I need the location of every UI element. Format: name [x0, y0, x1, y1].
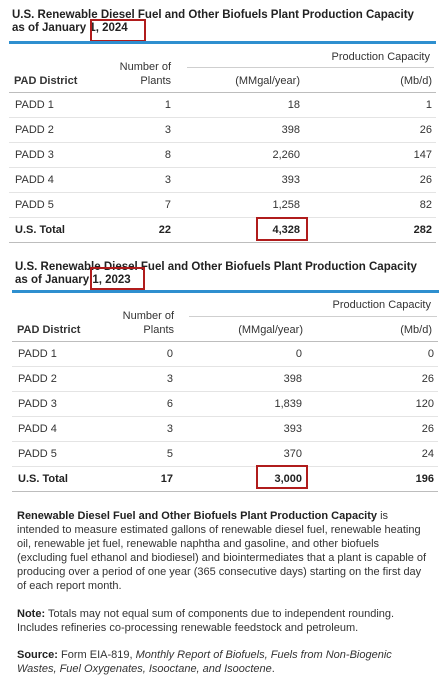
mmgal-cell: 393: [283, 423, 302, 435]
total-plants: 22: [158, 224, 171, 236]
mbd-header: (Mb/d): [400, 75, 432, 87]
plants-cell: 5: [166, 448, 173, 460]
table-title-line1: U.S. Renewable Diesel Fuel and Other Bio…: [15, 261, 417, 273]
mmgal-cell: 18: [287, 99, 300, 111]
mmgal-cell: 398: [283, 373, 302, 385]
mbd-header: (Mb/d): [400, 324, 432, 336]
plants-cell: 3: [166, 373, 173, 385]
plants-cell: 8: [164, 149, 171, 161]
plants-cell: 3: [164, 124, 171, 136]
total-mmgal: 4,328: [272, 224, 300, 236]
total-mmgal: 3,000: [274, 473, 302, 485]
plants-cell: 7: [164, 199, 171, 211]
district-cell: PADD 5: [18, 448, 57, 460]
mmgal-header: (MMgal/year): [238, 324, 303, 336]
mbd-cell: 0: [427, 348, 434, 360]
plants-cell: 0: [166, 348, 173, 360]
total-mbd: 196: [415, 473, 434, 485]
group-header-rule: [189, 316, 437, 317]
table-title-line2: as of January 1, 2023: [15, 274, 131, 286]
year-highlight-box: [90, 19, 146, 42]
district-cell: PADD 3: [18, 398, 57, 410]
mbd-cell: 1: [425, 99, 432, 111]
total-highlight-box: [256, 465, 308, 489]
table-row: PADD 3 6 1,839 120: [12, 392, 438, 417]
total-row: U.S. Total 22 4,328 282: [9, 218, 436, 243]
plants-cell: 3: [164, 174, 171, 186]
total-label: U.S. Total: [18, 473, 68, 485]
table-row: PADD 5 5 370 24: [12, 442, 438, 467]
district-cell: PADD 4: [18, 423, 57, 435]
district-cell: PADD 4: [15, 174, 54, 186]
definition-text: is intended to measure estimated gallons…: [17, 510, 427, 592]
table-title-line2: as of January 1, 2024: [12, 22, 128, 34]
total-plants: 17: [160, 473, 173, 485]
table-row: PADD 1 1 18 1: [9, 93, 436, 118]
rounding-note: Note: Totals may not equal sum of compon…: [17, 607, 429, 635]
table-row: PADD 4 3 393 26: [12, 417, 438, 442]
plants-header-line1: Number of: [119, 61, 171, 73]
district-header: PAD District: [17, 324, 81, 336]
plants-header-line1: Number of: [122, 310, 174, 322]
district-cell: PADD 2: [15, 124, 54, 136]
table-row: PADD 3 8 2,260 147: [9, 143, 436, 168]
table-row: PADD 1 0 0 0: [12, 342, 438, 367]
definition-note: Renewable Diesel Fuel and Other Biofuels…: [17, 509, 429, 593]
district-cell: PADD 1: [18, 348, 57, 360]
source-end: .: [271, 663, 275, 675]
production-capacity-header: Production Capacity: [331, 51, 430, 63]
table-row: PADD 5 7 1,258 82: [9, 193, 436, 218]
district-cell: PADD 5: [15, 199, 54, 211]
plants-cell: 6: [166, 398, 173, 410]
source-note: Source: Form EIA-819, Monthly Report of …: [17, 648, 429, 676]
table-row: PADD 2 3 398 26: [12, 367, 438, 392]
note-label: Note:: [17, 608, 46, 620]
title-rule: [12, 290, 439, 293]
header-rule: [12, 341, 438, 342]
mbd-cell: 24: [421, 448, 434, 460]
district-header: PAD District: [14, 75, 78, 87]
total-mbd: 282: [413, 224, 432, 236]
source-text: Form EIA-819,: [57, 649, 136, 661]
mbd-cell: 26: [419, 174, 432, 186]
definition-term: Renewable Diesel Fuel and Other Biofuels…: [17, 510, 378, 522]
plants-header-line2: Plants: [143, 324, 174, 336]
mmgal-cell: 393: [281, 174, 300, 186]
mbd-cell: 120: [415, 398, 434, 410]
mbd-cell: 26: [419, 124, 432, 136]
source-title: Monthly Report of Biofuels, Fuels from N…: [17, 649, 392, 675]
mmgal-cell: 370: [283, 448, 302, 460]
production-capacity-header: Production Capacity: [332, 299, 431, 311]
mmgal-cell: 1,258: [272, 199, 300, 211]
total-row: U.S. Total 17 3,000 196: [12, 467, 438, 492]
note-text: Totals may not equal sum of components d…: [17, 608, 395, 634]
year-highlight-box: [90, 267, 145, 290]
mmgal-cell: 398: [281, 124, 300, 136]
mmgal-cell: 2,260: [272, 149, 300, 161]
mbd-cell: 26: [421, 423, 434, 435]
table-title: U.S. Renewable Diesel Fuel and Other Bio…: [15, 261, 435, 287]
table-row: PADD 4 3 393 26: [9, 168, 436, 193]
district-cell: PADD 3: [15, 149, 54, 161]
mmgal-header: (MMgal/year): [235, 75, 300, 87]
title-rule: [9, 41, 436, 44]
header-rule: [9, 92, 436, 93]
total-label: U.S. Total: [15, 224, 65, 236]
plants-cell: 3: [166, 423, 173, 435]
mmgal-cell: 1,839: [274, 398, 302, 410]
total-highlight-box: [256, 217, 308, 241]
table-row: PADD 2 3 398 26: [9, 118, 436, 143]
mmgal-cell: 0: [295, 348, 302, 360]
source-label: Source:: [17, 649, 58, 661]
group-header-rule: [187, 67, 434, 68]
table-title: U.S. Renewable Diesel Fuel and Other Bio…: [12, 9, 432, 35]
mbd-cell: 82: [419, 199, 432, 211]
district-cell: PADD 2: [18, 373, 57, 385]
plants-cell: 1: [164, 99, 171, 111]
mbd-cell: 147: [413, 149, 432, 161]
district-cell: PADD 1: [15, 99, 54, 111]
plants-header-line2: Plants: [140, 75, 171, 87]
mbd-cell: 26: [421, 373, 434, 385]
table-title-line1: U.S. Renewable Diesel Fuel and Other Bio…: [12, 9, 414, 21]
